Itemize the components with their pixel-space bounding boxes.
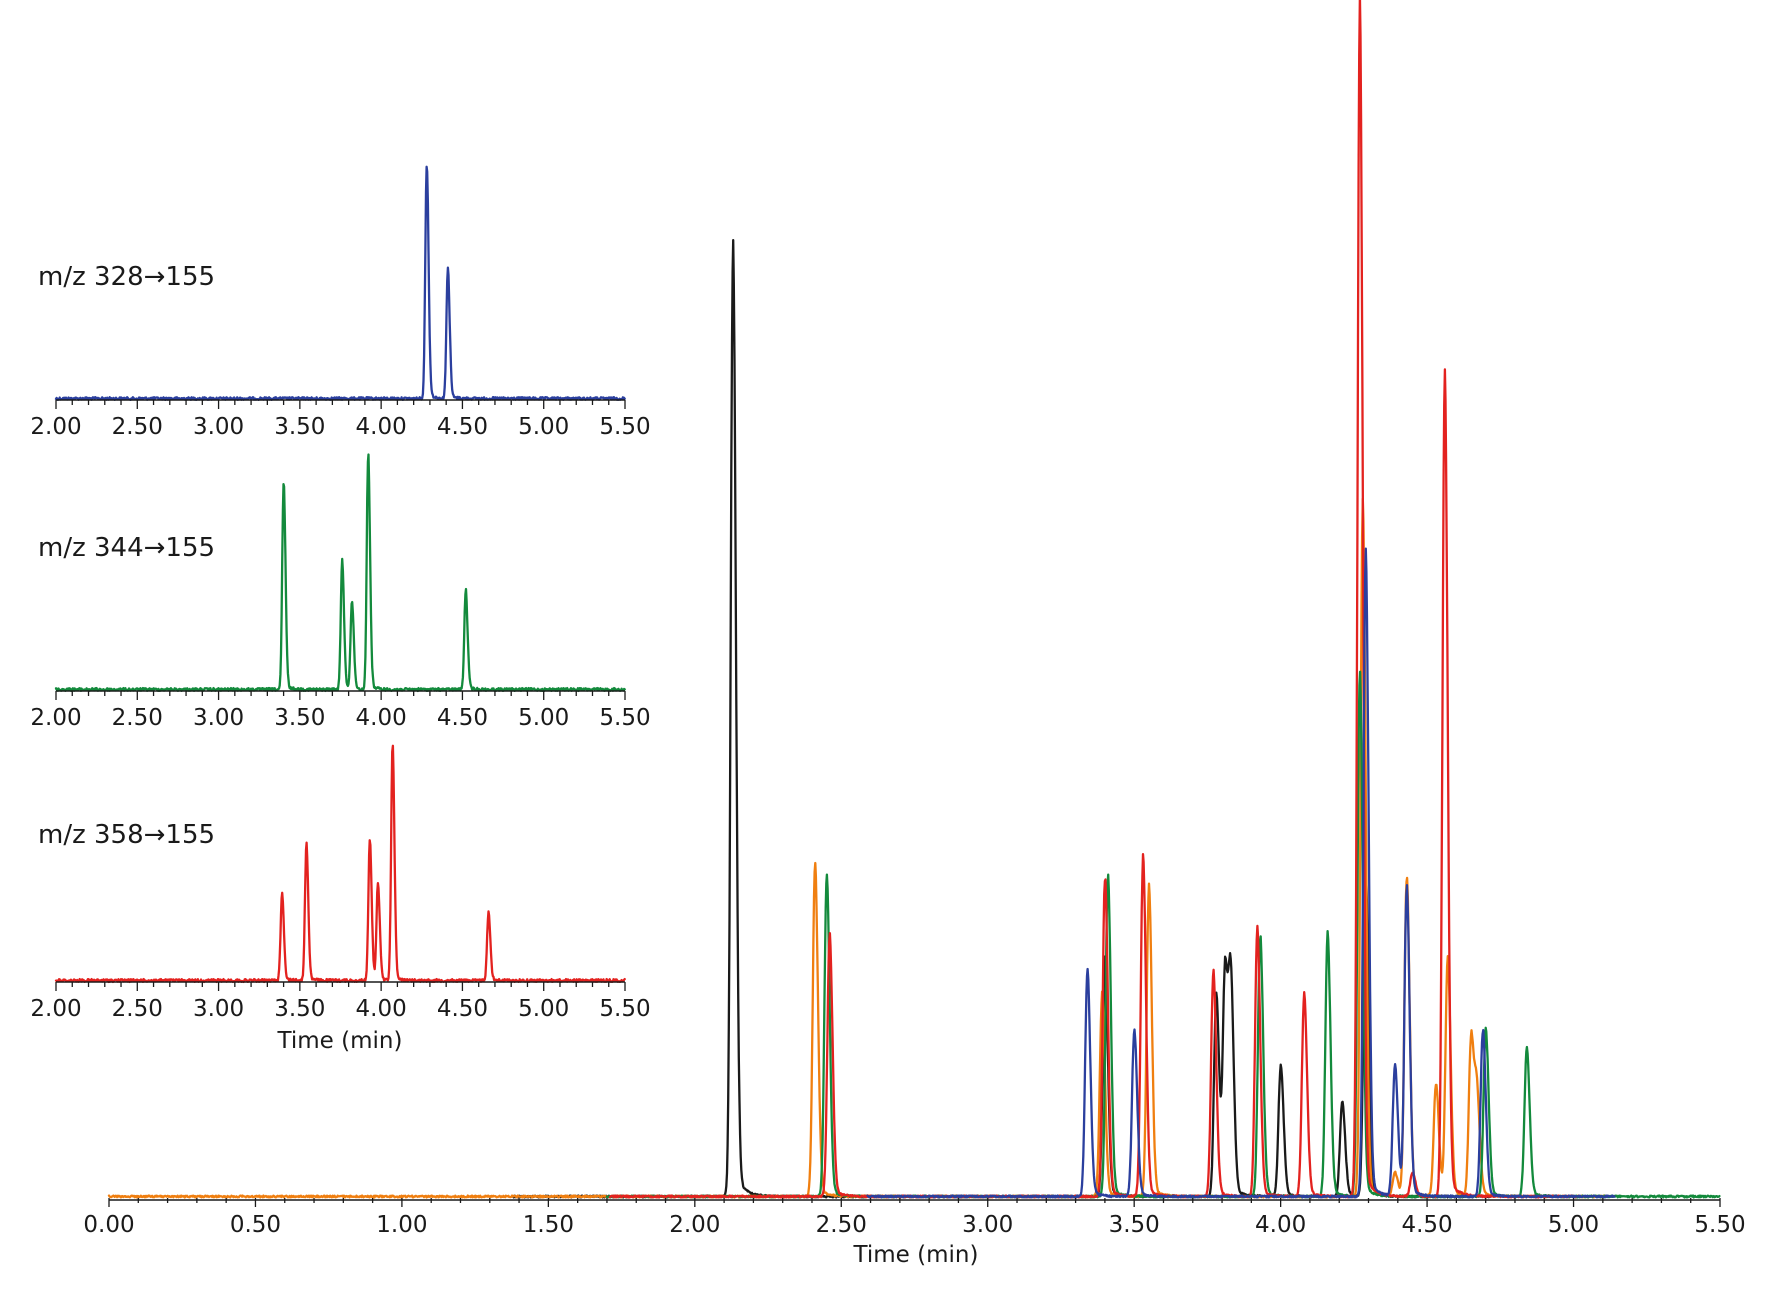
main-trace-red <box>608 0 1578 1199</box>
main-chromatogram: 0.00 0.50 1.00 1.50 2.00 2.50 3.00 3.50 4.00 4.50… <box>83 0 1746 1268</box>
inset-358-tick-label: 4.00 <box>356 996 407 1022</box>
inset-328-tick-label: 3.50 <box>274 414 325 440</box>
inset-358-tick-label: 2.00 <box>30 996 81 1022</box>
inset-358-tick-label: 4.50 <box>437 996 488 1022</box>
main-tick-label: 5.50 <box>1694 1212 1745 1238</box>
inset-328-traces <box>54 165 626 401</box>
inset-328-tick-label: 4.50 <box>437 414 488 440</box>
inset-328-tick-label: 2.50 <box>112 414 163 440</box>
main-trace-blue <box>866 547 1616 1199</box>
main-tick-label: 5.00 <box>1548 1212 1599 1238</box>
inset-344-trace-green <box>54 453 626 693</box>
inset-328-x-ticks: 2.00 2.50 3.00 3.50 4.00 4.50 5.00 5.50 <box>30 400 651 440</box>
main-tick-label: 4.00 <box>1255 1212 1306 1238</box>
inset-328-tick-label: 5.50 <box>599 414 650 440</box>
inset-358-tick-label: 5.00 <box>518 996 569 1022</box>
inset-358-tick-label: 3.50 <box>274 996 325 1022</box>
main-tick-label: 0.00 <box>83 1212 134 1238</box>
inset-358-traces <box>54 744 626 984</box>
main-tick-label: 3.00 <box>962 1212 1013 1238</box>
main-trace-green <box>605 670 1721 1199</box>
inset-344-x-ticks: 2.00 2.50 3.00 3.50 4.00 4.50 5.00 5.50 <box>30 691 651 731</box>
main-tick-label: 2.50 <box>816 1212 867 1238</box>
main-tick-label: 1.50 <box>523 1212 574 1238</box>
inset-358-trace-red <box>54 744 626 984</box>
inset-344-tick-label: 4.00 <box>356 705 407 731</box>
inset-358-tick-label: 3.00 <box>193 996 244 1022</box>
inset-344-traces <box>54 453 626 693</box>
main-tick-label: 4.50 <box>1401 1212 1452 1238</box>
inset-344-tick-label: 5.00 <box>518 705 569 731</box>
main-traces <box>107 0 1721 1199</box>
inset-chromatogram-358: m/z 358→155 2.00 2.50 3.00 3.50 4.00 4.50 5.00… <box>30 744 651 1054</box>
inset-328-tick-label: 5.00 <box>518 414 569 440</box>
main-tick-label: 1.00 <box>376 1212 427 1238</box>
inset-358-x-axis-label: Time (min) <box>277 1028 403 1054</box>
main-tick-label: 3.50 <box>1109 1212 1160 1238</box>
inset-328-tick-label: 4.00 <box>356 414 407 440</box>
inset-344-tick-label: 2.50 <box>112 705 163 731</box>
main-trace-orange <box>107 497 1610 1199</box>
inset-344-tick-label: 2.00 <box>30 705 81 731</box>
inset-chromatogram-328: m/z 328→155 2.00 2.50 3.00 3.50 4.00 4.50 5.00… <box>30 165 651 440</box>
inset-358-label: m/z 358→155 <box>38 820 215 850</box>
inset-358-x-ticks: 2.00 2.50 3.00 3.50 4.00 4.50 5.00 5.50 <box>30 982 651 1022</box>
main-x-ticks: 0.00 0.50 1.00 1.50 2.00 2.50 3.00 3.50 4.00 4.50… <box>83 1198 1746 1238</box>
inset-344-tick-label: 5.50 <box>599 705 650 731</box>
inset-344-tick-label: 3.50 <box>274 705 325 731</box>
main-x-axis-label: Time (min) <box>853 1242 979 1268</box>
inset-344-label: m/z 344→155 <box>38 533 215 563</box>
main-tick-label: 2.00 <box>669 1212 720 1238</box>
inset-344-tick-label: 4.50 <box>437 705 488 731</box>
inset-328-label: m/z 328→155 <box>38 262 215 292</box>
inset-328-tick-label: 3.00 <box>193 414 244 440</box>
inset-328-trace-blue <box>54 165 626 401</box>
main-trace-black <box>512 239 1499 1199</box>
inset-chromatogram-344: m/z 344→155 2.00 2.50 3.00 3.50 4.00 4.50 5.00… <box>30 453 651 731</box>
inset-328-tick-label: 2.00 <box>30 414 81 440</box>
main-tick-label: 0.50 <box>230 1212 281 1238</box>
inset-344-tick-label: 3.00 <box>193 705 244 731</box>
inset-358-tick-label: 2.50 <box>112 996 163 1022</box>
inset-358-tick-label: 5.50 <box>599 996 650 1022</box>
